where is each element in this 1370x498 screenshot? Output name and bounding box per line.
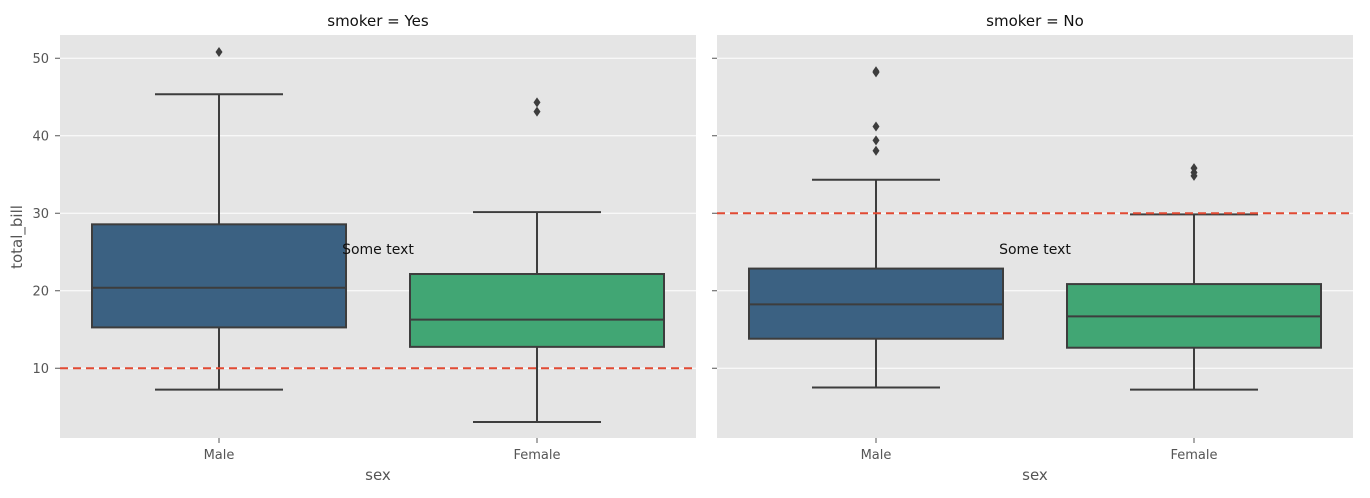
x-tick-label: Male <box>861 448 892 463</box>
box-iqr <box>409 273 665 348</box>
y-tick-label: 40 <box>32 129 49 144</box>
box-female <box>1066 163 1322 391</box>
outlier-point <box>533 106 541 117</box>
facet-panel: smoker = No sex Male Female Some text <box>712 12 1353 484</box>
x-axis-label: sex <box>1022 466 1048 484</box>
annotation-text: Some text <box>342 242 414 258</box>
outlier-point <box>1190 163 1198 174</box>
annotation-text: Some text <box>999 242 1071 258</box>
outlier-point <box>215 46 223 57</box>
y-tick-label: 50 <box>32 52 49 67</box>
outlier-point <box>872 121 880 132</box>
y-tick-label: 20 <box>32 284 49 299</box>
x-axis-label: sex <box>365 466 391 484</box>
outlier-point <box>533 97 541 108</box>
outlier-point <box>872 66 880 77</box>
box-male <box>91 46 347 391</box>
box-female <box>409 97 665 423</box>
y-tick-label: 30 <box>32 207 49 222</box>
y-axis-label: total_bill <box>8 205 27 269</box>
facet-panel: 10 20 30 40 50 smoker = Yes sex Male Female Some … <box>32 12 696 484</box>
x-tick-label: Female <box>513 448 560 463</box>
box-iqr <box>91 223 347 329</box>
box-male <box>748 66 1004 389</box>
outlier-point <box>872 145 880 156</box>
plot-background <box>717 35 1353 438</box>
outlier-point <box>872 135 880 146</box>
facet-title: smoker = No <box>986 12 1084 30</box>
facet-title: smoker = Yes <box>327 12 429 30</box>
y-tick-label: 10 <box>32 362 49 377</box>
x-tick-label: Male <box>204 448 235 463</box>
x-tick-label: Female <box>1170 448 1217 463</box>
